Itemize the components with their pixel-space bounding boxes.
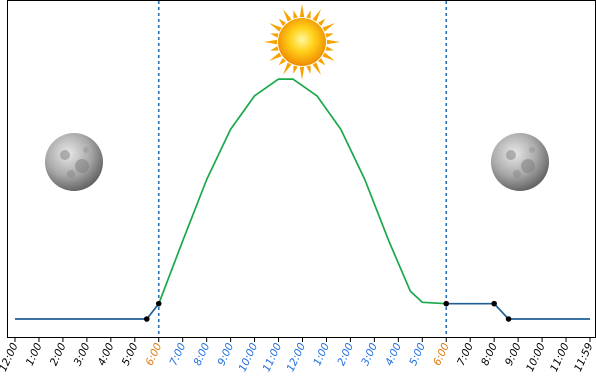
- x-tick-label: 10:00: [237, 341, 261, 374]
- x-tick-label: 1:00: [311, 341, 332, 368]
- night-line: [446, 302, 590, 320]
- x-tick-label: 11:00: [548, 341, 572, 374]
- sun-ray: [283, 9, 292, 22]
- sun-ray: [318, 58, 326, 66]
- data-point: [505, 316, 512, 322]
- x-tick-label: 6:00: [144, 341, 165, 368]
- sun-ray: [326, 39, 340, 45]
- data-point: [443, 300, 450, 307]
- x-tick-label: 6:00: [431, 341, 452, 368]
- sun-ray: [312, 62, 321, 75]
- sun-ray: [270, 33, 279, 38]
- x-tick-label: 4:00: [383, 341, 404, 368]
- sun-ray: [306, 10, 311, 19]
- x-tick-label: 9:00: [503, 341, 524, 368]
- sun-ray: [283, 62, 292, 75]
- x-axis: 12:00 1:00 2:00 3:00 4:00 5:00 6:00 7:00 8:00 9:0…: [0, 337, 596, 374]
- daylight-curve: [158, 78, 447, 305]
- x-tick-label: 10:00: [524, 341, 548, 374]
- sun-icon: [264, 4, 340, 80]
- sun-ray: [312, 9, 321, 22]
- sun-ray: [270, 46, 279, 51]
- x-tick-label: 1:00: [24, 341, 45, 368]
- x-tick-label: 12:00: [285, 341, 309, 374]
- sun-ray: [264, 39, 278, 45]
- x-tick-label: 8:00: [192, 341, 213, 368]
- markers-group: [143, 300, 512, 322]
- x-tick-label: 3:00: [72, 341, 93, 368]
- moon-icon: [45, 133, 103, 191]
- sun-ray: [322, 52, 335, 61]
- x-tick-label: 8:00: [479, 341, 500, 368]
- sun-ray: [318, 18, 326, 26]
- sun-ray: [269, 52, 282, 61]
- sun-ray: [306, 65, 311, 74]
- moon-icon: [491, 133, 549, 191]
- data-point: [155, 300, 162, 307]
- x-tick-label: 7:00: [455, 341, 476, 368]
- x-tick-label: 12:00: [0, 341, 21, 374]
- dividers: [157, 1, 448, 337]
- x-tick-label: 2:00: [335, 341, 356, 368]
- x-tick-label: 11:59: [572, 341, 596, 374]
- x-tick-label: 5:00: [407, 341, 428, 368]
- x-tick-label: 9:00: [215, 341, 236, 368]
- sun-ray: [269, 23, 282, 32]
- x-tick-label: 2:00: [48, 341, 69, 368]
- sun-ray: [322, 23, 335, 32]
- sun-ray: [299, 4, 305, 18]
- sun-ray: [299, 66, 305, 80]
- x-tick-label: 4:00: [96, 341, 117, 368]
- data-point: [491, 300, 497, 307]
- data-point: [143, 316, 150, 322]
- sun-ray: [278, 18, 286, 26]
- sun-ray: [325, 33, 334, 38]
- x-tick-label: 7:00: [168, 341, 189, 368]
- x-tick-label: 3:00: [359, 341, 380, 368]
- sun-ray: [278, 58, 286, 66]
- sun-ray: [325, 46, 334, 51]
- sun-ray: [293, 65, 298, 74]
- x-tick-label: 11:00: [261, 341, 285, 374]
- sun-ray: [293, 10, 298, 19]
- x-tick-label: 5:00: [120, 341, 141, 368]
